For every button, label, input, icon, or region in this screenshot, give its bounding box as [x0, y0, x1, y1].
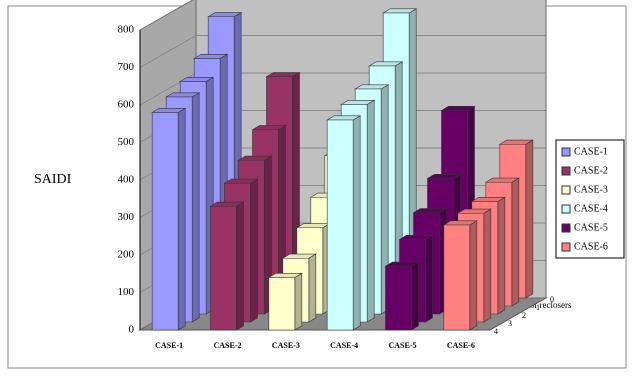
x-tick-label: CASE-1 [155, 341, 183, 350]
legend-swatch [561, 204, 571, 214]
bar [209, 201, 245, 331]
bar-side [366, 99, 375, 323]
bar-side [483, 208, 492, 323]
bar-side [469, 220, 478, 331]
bar-front [385, 265, 412, 331]
bar-front [268, 277, 296, 331]
bar-front [210, 205, 237, 331]
legend-swatch [561, 185, 571, 195]
depth-tick-label: 4 [494, 327, 498, 336]
y-tick-label: 400 [118, 174, 135, 186]
y-tick-label: 600 [118, 99, 135, 111]
legend-label: CASE-5 [574, 222, 608, 233]
bar [384, 261, 420, 331]
depth-tick-label: 0 [550, 295, 554, 304]
x-tick-label: CASE-6 [447, 341, 475, 350]
bar-side [294, 272, 303, 331]
y-tick-label: 300 [118, 211, 135, 223]
bar [151, 107, 187, 331]
legend-label: CASE-3 [574, 184, 608, 195]
legend-label: CASE-1 [574, 146, 608, 157]
depth-tick-label: 3 [508, 319, 512, 328]
y-tick-label: 0 [129, 324, 135, 336]
bar-side [497, 196, 506, 315]
bar-side [191, 92, 200, 323]
bar [442, 220, 478, 331]
bar-side [411, 261, 419, 331]
y-tick-label: 700 [118, 61, 135, 73]
bar [267, 272, 303, 331]
legend-box [555, 139, 625, 259]
grid-line [139, 0, 194, 31]
legend-label: CASE-4 [574, 203, 608, 214]
depth-tick-label: 2 [522, 311, 526, 320]
bar-side [511, 177, 520, 307]
legend-label: CASE-6 [574, 241, 608, 252]
x-tick-label: CASE-2 [213, 341, 241, 350]
bar-side [236, 201, 244, 331]
legend-swatch [561, 147, 571, 157]
y-tick-label: 200 [118, 249, 135, 261]
bar [326, 115, 362, 331]
bar-front [443, 224, 471, 331]
x-tick-label: CASE-5 [388, 341, 416, 350]
depth-tick-label: 1 [536, 303, 540, 312]
legend-swatch [561, 242, 571, 252]
legend-swatch [561, 223, 571, 233]
y-tick-label: 800 [118, 24, 135, 36]
legend-swatch [561, 166, 571, 176]
bar-side [352, 115, 361, 331]
y-tick-label: 100 [118, 286, 135, 298]
x-tick-label: CASE-3 [272, 341, 300, 350]
bar-front [326, 119, 354, 331]
bar-side [425, 234, 433, 323]
x-tick-label: CASE-4 [330, 341, 358, 350]
grid-line [139, 35, 546, 68]
y-axis-label: SAIDI [34, 172, 72, 187]
bar-side [308, 253, 317, 323]
bar-side [250, 178, 258, 323]
legend-label: CASE-2 [574, 165, 608, 176]
bar-front [151, 112, 179, 331]
depth-axis-label: Number of reclosers [498, 300, 572, 310]
y-tick-label: 500 [118, 136, 135, 148]
bar-side [525, 139, 534, 299]
bar-side [177, 107, 186, 331]
